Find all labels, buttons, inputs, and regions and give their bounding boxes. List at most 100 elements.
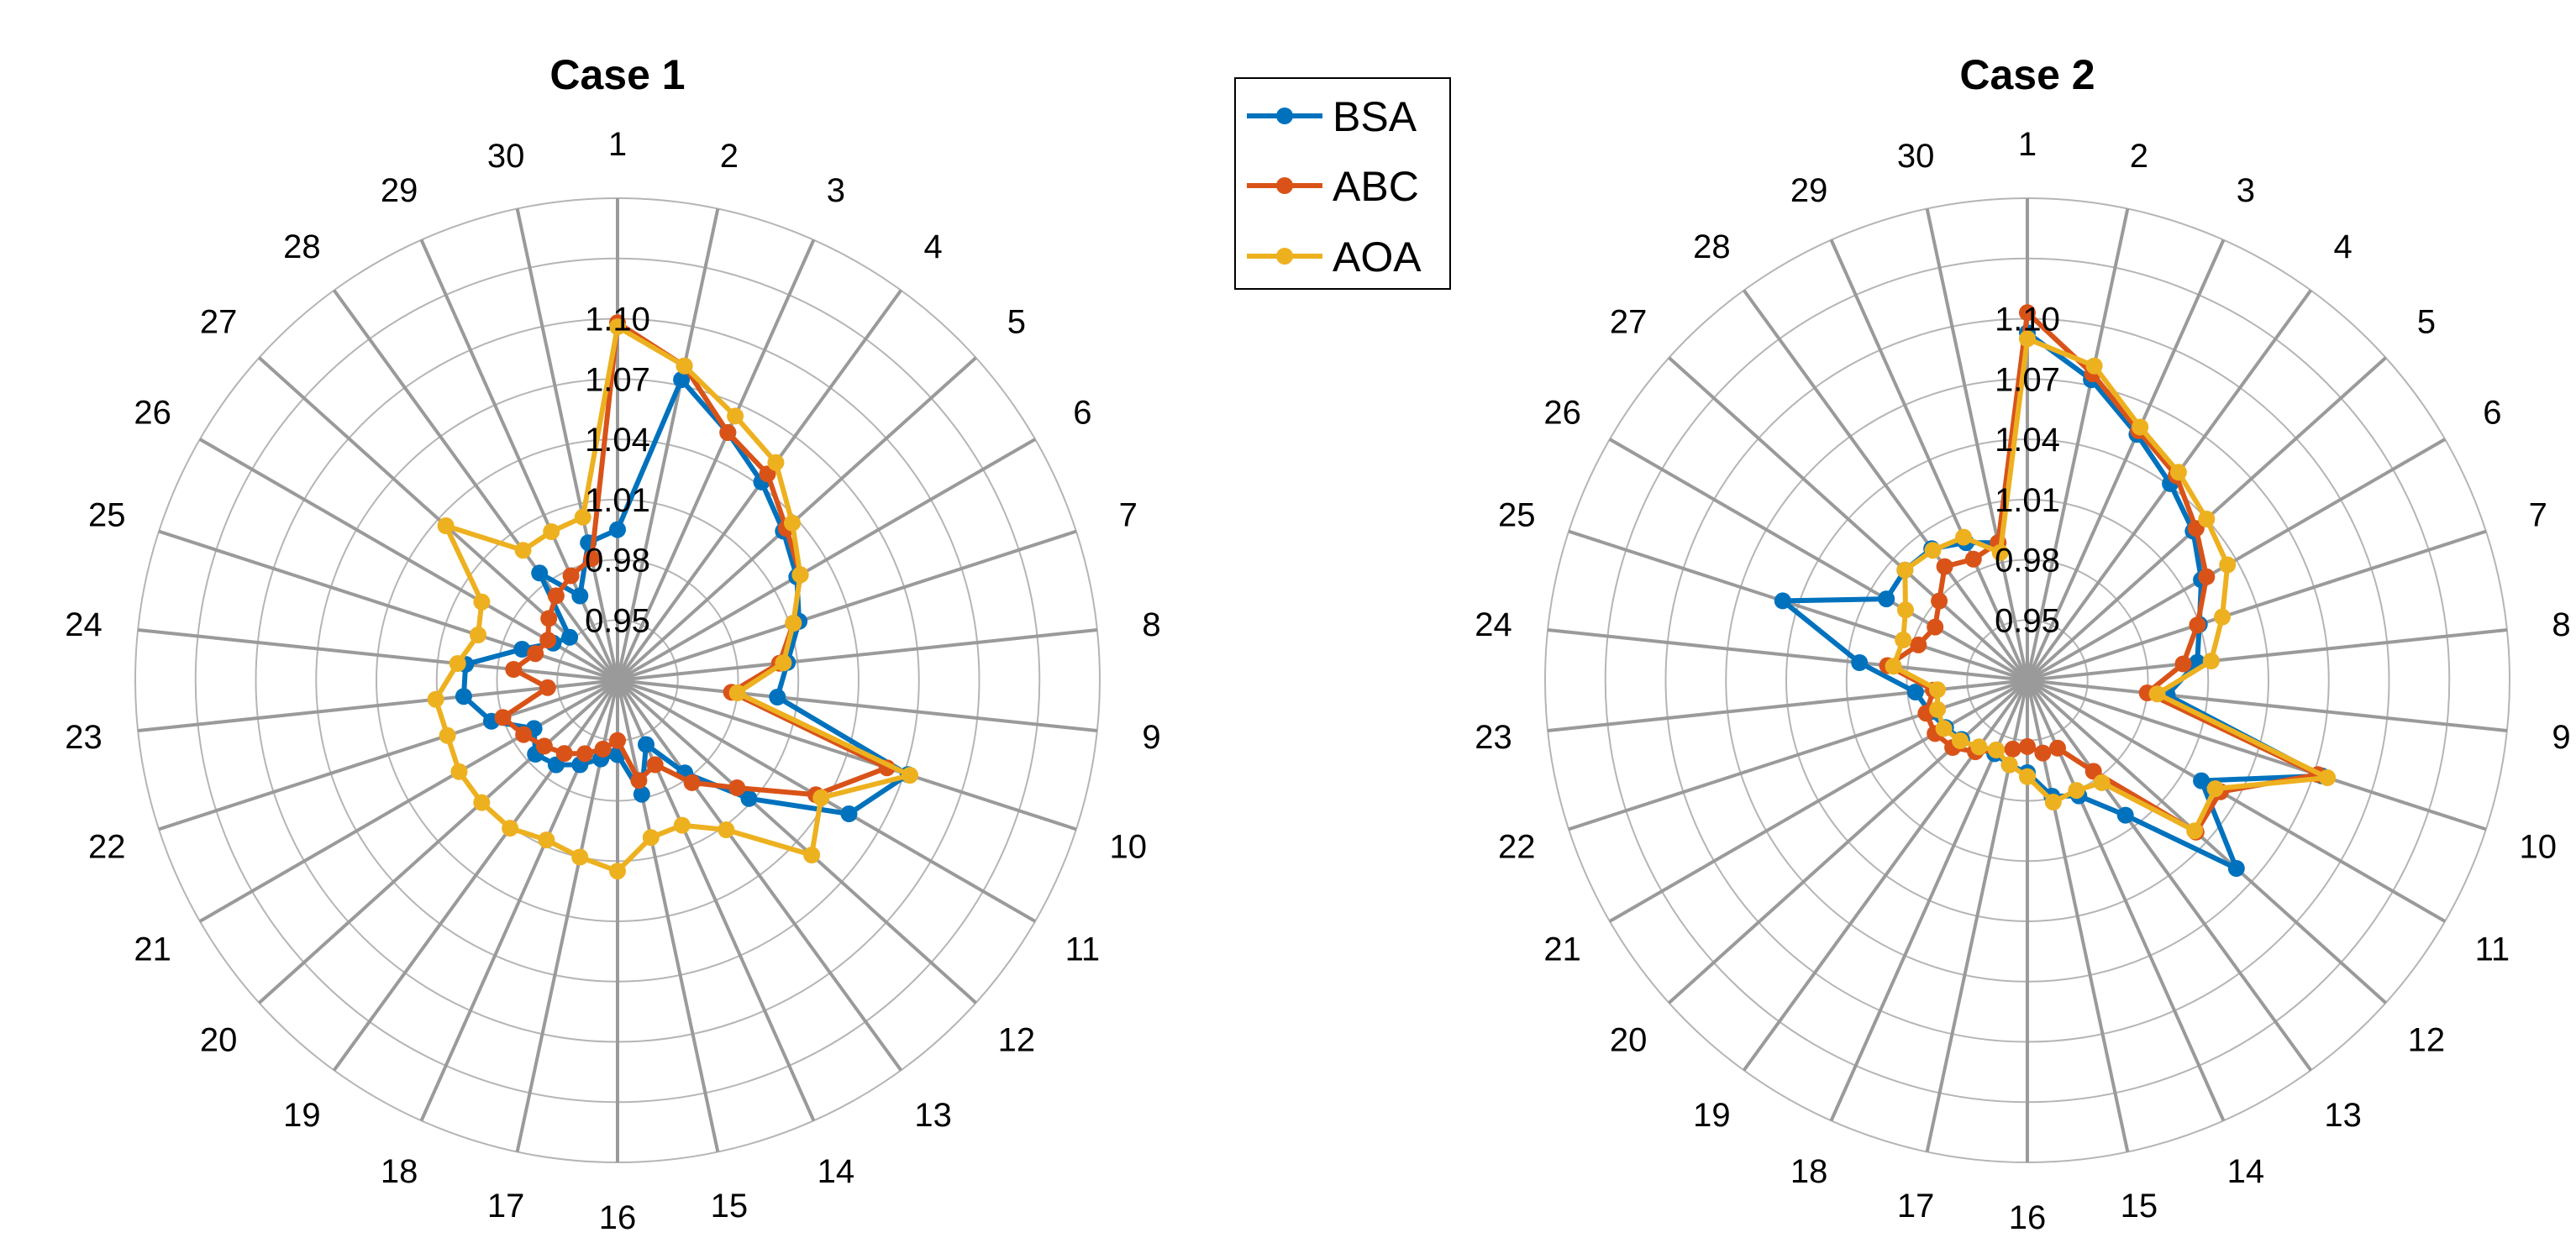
data-point <box>609 521 626 538</box>
data-point <box>2206 780 2224 798</box>
grid-spoke <box>198 679 618 923</box>
grid-spoke <box>616 208 720 681</box>
chart-title: Case 2 <box>1959 51 2095 98</box>
data-point <box>561 628 579 646</box>
spoke-label: 17 <box>487 1188 525 1225</box>
spoke-label: 11 <box>1065 931 1101 968</box>
legend: BSA ABC AOA <box>1234 77 1451 290</box>
grid-spoke <box>617 679 1098 732</box>
grid-spoke <box>1668 356 2029 682</box>
grid-spoke <box>2027 438 2447 682</box>
data-point <box>785 615 802 632</box>
data-point <box>571 848 589 866</box>
spoke-label: 27 <box>1610 303 1648 340</box>
data-point <box>494 709 512 726</box>
spoke-label: 3 <box>827 172 845 209</box>
data-point <box>2198 568 2216 585</box>
spoke-label: 10 <box>1109 828 1147 865</box>
series-aoa <box>1885 330 2337 840</box>
spoke-label: 22 <box>1498 828 1536 865</box>
spoke-label: 3 <box>2237 172 2255 209</box>
spoke-label: 13 <box>914 1097 952 1134</box>
grid-spoke <box>158 679 618 831</box>
data-point <box>515 726 533 743</box>
grid-spoke <box>1547 679 2028 732</box>
grid-spoke <box>617 529 1077 682</box>
spoke-label: 13 <box>2324 1097 2362 1134</box>
data-point <box>2189 616 2206 634</box>
grid-spoke <box>1608 679 2028 923</box>
spoke-label: 7 <box>1119 497 1138 534</box>
legend-label-abc: ABC <box>1333 163 1419 210</box>
ring-tick-label: 1.10 <box>1995 302 2060 338</box>
series-layer <box>427 314 918 880</box>
data-point <box>2019 737 2036 755</box>
data-point <box>2132 418 2149 436</box>
spoke-label: 5 <box>2417 303 2436 340</box>
data-point <box>609 318 626 336</box>
data-point <box>2116 806 2134 824</box>
series-layer <box>1774 304 2337 877</box>
spoke-label: 8 <box>2552 606 2570 643</box>
spoke-label: 12 <box>2408 1022 2446 1059</box>
data-point <box>683 774 701 791</box>
chart-title: Case 1 <box>549 51 685 98</box>
data-point <box>455 688 472 705</box>
spoke-label: 19 <box>1693 1097 1731 1134</box>
data-point <box>1896 561 1914 579</box>
spoke-label: 26 <box>134 395 171 432</box>
grid-spoke <box>1925 208 2029 681</box>
data-point <box>1935 720 1953 737</box>
grid-spoke <box>2026 208 2130 681</box>
ring-tick-label: 0.95 <box>585 602 650 639</box>
grid-spoke <box>2026 679 2387 1004</box>
data-point <box>633 785 650 803</box>
data-point <box>2019 330 2036 348</box>
ring-tick-label: 0.98 <box>1995 543 2060 580</box>
data-point <box>427 690 444 708</box>
data-point <box>630 772 648 789</box>
data-point <box>1931 592 1948 610</box>
spoke-label: 25 <box>1498 497 1536 534</box>
data-point <box>2093 774 2111 791</box>
grid-spoke <box>2027 679 2447 923</box>
data-point <box>540 610 558 627</box>
data-point <box>812 789 830 806</box>
spoke-label: 15 <box>711 1188 749 1225</box>
grid-spoke <box>332 289 619 682</box>
ring-tick-label: 1.07 <box>1995 361 2060 398</box>
spoke-label: 7 <box>2529 497 2547 534</box>
spoke-label: 14 <box>2227 1153 2265 1190</box>
grid-spoke <box>258 679 619 1004</box>
grid-spoke <box>2027 529 2487 682</box>
radar-panel-case-1: Case 1 1 23456789101112131415161718192021… <box>65 51 1160 1236</box>
data-point <box>775 654 792 672</box>
grid-spoke <box>515 208 619 681</box>
grid-spoke <box>332 679 619 1072</box>
spoke-label: 23 <box>65 719 103 756</box>
spoke-labels: 1 234567891011121314151617181920212223242… <box>65 126 1160 1236</box>
spoke-label: 5 <box>1007 303 1026 340</box>
data-point <box>2049 739 2066 757</box>
data-point <box>538 831 555 849</box>
spoke-label: 21 <box>134 931 171 968</box>
data-point <box>803 847 821 863</box>
legend-marker-aoa <box>1276 248 1293 265</box>
data-point <box>1885 658 1902 675</box>
spoke-label: 25 <box>88 497 126 534</box>
spoke-label: 29 <box>381 172 418 209</box>
data-point <box>539 679 556 696</box>
data-point <box>574 508 591 526</box>
legend-entry-abc: ABC <box>1247 163 1419 210</box>
data-point <box>1851 654 1869 671</box>
data-point <box>513 641 531 658</box>
grid-spoke <box>137 628 618 682</box>
data-point <box>769 689 786 705</box>
data-point <box>562 567 580 585</box>
data-point <box>791 566 809 584</box>
spoke-label: 24 <box>65 606 103 643</box>
data-point <box>1924 542 1942 559</box>
data-point <box>728 779 746 796</box>
spoke-label: 17 <box>1897 1188 1935 1225</box>
spoke-label: 2 <box>2130 138 2148 175</box>
